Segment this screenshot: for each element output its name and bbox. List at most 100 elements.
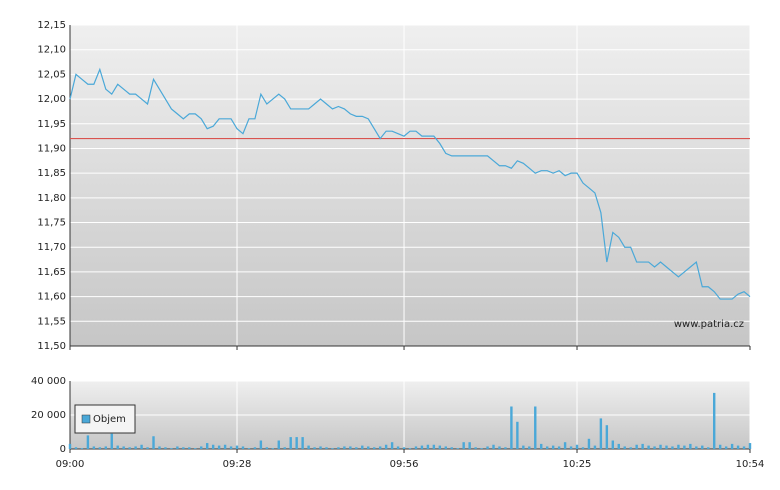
volume-bar [367, 446, 370, 449]
volume-bar [271, 448, 275, 449]
y-tick-label: 12,00 [37, 94, 66, 105]
volume-bar [140, 444, 143, 449]
volume-bar [247, 448, 251, 449]
volume-bar [748, 443, 752, 449]
volume-bar [557, 446, 561, 449]
volume-bar [188, 447, 191, 449]
volume-bar [253, 447, 257, 449]
volume-bar [378, 446, 382, 449]
volume-bar [295, 437, 298, 449]
y-tick-label: 12,05 [37, 69, 66, 80]
volume-bar [522, 445, 525, 449]
volume-bar [223, 444, 227, 449]
volume-bar [468, 442, 471, 449]
volume-bar [504, 447, 507, 449]
volume-bar [665, 445, 668, 449]
volume-bar [170, 448, 173, 449]
volume-bar [695, 446, 698, 449]
volume-bar [683, 445, 686, 449]
x-tick-label: 10:25 [563, 459, 592, 470]
volume-bar [92, 446, 96, 449]
volume-bar [283, 447, 286, 449]
volume-bar [492, 444, 495, 449]
volume-bar [480, 448, 483, 449]
x-tick-label: 10:54 [736, 459, 765, 470]
volume-bar [98, 447, 102, 449]
y-tick-label: 11,60 [37, 292, 66, 303]
y-tick-label: 11,65 [37, 267, 66, 278]
volume-bar [426, 444, 430, 449]
volume-bar [241, 446, 245, 449]
volume-bar [617, 443, 620, 449]
x-tick-label: 09:00 [56, 459, 85, 470]
volume-bar [396, 446, 400, 449]
volume-bar [713, 392, 716, 449]
volume-bar [635, 444, 638, 449]
volume-bar [581, 447, 585, 449]
volume-bar [122, 446, 125, 449]
y-tick-label: 0 [60, 444, 66, 455]
volume-bar [265, 447, 269, 449]
volume-bar [146, 447, 149, 449]
volume-bar [593, 445, 597, 449]
watermark: www.patria.cz [674, 319, 744, 330]
y-tick-label: 11,75 [37, 218, 66, 229]
y-tick-label: 11,80 [37, 193, 66, 204]
volume-bar [510, 406, 513, 449]
volume-bar [444, 446, 447, 449]
volume-bar [629, 447, 632, 449]
volume-bar [182, 447, 185, 449]
volume-bar [259, 440, 263, 449]
volume-bar [343, 446, 346, 449]
volume-bar [498, 446, 501, 449]
y-tick-label: 11,95 [37, 119, 66, 130]
volume-bar [450, 447, 453, 449]
price-line [69, 67, 751, 300]
volume-bar [671, 446, 674, 449]
volume-bar [647, 445, 650, 449]
volume-bar [563, 442, 567, 449]
volume-bar [80, 448, 84, 449]
volume-bar [319, 446, 322, 449]
volume-bar [289, 437, 292, 449]
y-tick-label: 11,50 [37, 341, 66, 352]
x-tick-label: 09:28 [223, 459, 252, 470]
y-tick-label: 11,70 [37, 242, 66, 253]
volume-bar [176, 446, 179, 449]
volume-bar [742, 446, 746, 449]
volume-bar [337, 447, 340, 449]
volume-bar [384, 444, 388, 449]
volume-bar [677, 444, 680, 449]
volume-bar [301, 437, 304, 449]
volume-bar [599, 418, 603, 449]
volume-bar [235, 445, 239, 449]
volume-bar [587, 438, 591, 449]
volume-bar [277, 440, 280, 449]
volume-bar [217, 445, 221, 449]
volume-bar [689, 443, 692, 449]
volume-bar [611, 440, 615, 449]
volume-bar [402, 447, 406, 449]
volume-bar [420, 445, 424, 449]
volume-bar [116, 445, 119, 449]
volume-bar [707, 447, 710, 449]
volume-bar [528, 446, 531, 449]
volume-bar [68, 443, 72, 449]
y-tick-label: 12,15 [37, 20, 66, 31]
volume-bar [408, 448, 412, 449]
volume-bar [653, 446, 656, 449]
volume-bar [313, 447, 316, 449]
volume-bar [701, 445, 704, 449]
volume-bar [361, 445, 364, 449]
y-tick-label: 11,85 [37, 168, 66, 179]
volume-bar [462, 442, 465, 449]
volume-bar [74, 447, 78, 449]
volume-bar [86, 435, 90, 449]
volume-bar [474, 447, 477, 449]
legend-swatch [81, 414, 91, 424]
volume-bar [331, 448, 334, 449]
volume-bar [414, 446, 418, 449]
volume-bar [110, 433, 113, 449]
